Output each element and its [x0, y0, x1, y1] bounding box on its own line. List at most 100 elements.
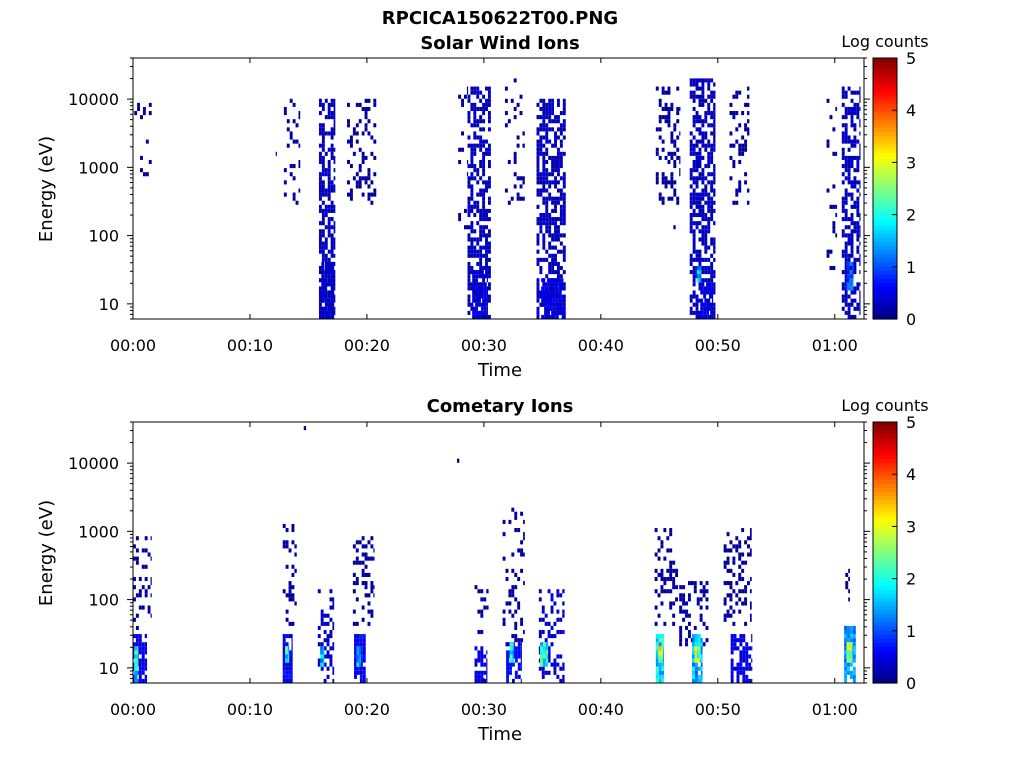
- heatmap-cell: [288, 597, 292, 602]
- heatmap-cell: [332, 646, 335, 651]
- heatmap-cell: [707, 155, 711, 160]
- heatmap-cell: [487, 115, 491, 120]
- heatmap-cell: [679, 168, 681, 173]
- heatmap-cell: [327, 147, 331, 152]
- heatmap-cell: [704, 147, 708, 152]
- heatmap-cell: [480, 670, 484, 675]
- heatmap-cell: [355, 131, 359, 136]
- heatmap-cell: [703, 314, 707, 319]
- heatmap-cell: [467, 164, 471, 169]
- heatmap-cell: [486, 670, 488, 675]
- heatmap-cell: [741, 151, 745, 156]
- heatmap-cell: [706, 282, 710, 287]
- heatmap-cell: [542, 172, 546, 177]
- heatmap-cell: [669, 589, 673, 594]
- heatmap-cell: [480, 662, 484, 667]
- heatmap-cell: [477, 658, 481, 663]
- heatmap-cell: [690, 581, 694, 586]
- heatmap-cell: [470, 270, 474, 275]
- heatmap-cell: [562, 217, 566, 222]
- heatmap-cell: [327, 229, 331, 234]
- heatmap-cell: [707, 217, 711, 222]
- heatmap-cell: [713, 188, 716, 193]
- heatmap-cell: [559, 188, 563, 193]
- heatmap-cell: [679, 172, 681, 177]
- heatmap-cell: [849, 670, 853, 675]
- heatmap-cell: [508, 593, 512, 598]
- heatmap-cell: [536, 314, 540, 319]
- heatmap-cell: [539, 212, 543, 218]
- heatmap-cell: [670, 139, 674, 144]
- heatmap-cell: [705, 605, 709, 610]
- heatmap-cell: [844, 286, 848, 291]
- heatmap-cell: [513, 159, 517, 165]
- heatmap-cell: [536, 139, 540, 144]
- heatmap-cell: [507, 119, 511, 124]
- heatmap-cell: [723, 601, 727, 606]
- heatmap-cell: [841, 86, 845, 91]
- heatmap-cell: [741, 601, 745, 606]
- heatmap-cell: [144, 674, 148, 679]
- heatmap-cell: [486, 589, 489, 594]
- heatmap-cell: [679, 642, 683, 647]
- heatmap-cell: [536, 217, 540, 222]
- heatmap-cell: [536, 278, 540, 283]
- heatmap-cell: [551, 314, 555, 319]
- heatmap-cell: [349, 164, 353, 169]
- heatmap-cell: [542, 176, 546, 181]
- heatmap-cell: [467, 212, 471, 218]
- heatmap-cell: [333, 188, 336, 193]
- heatmap-cell: [354, 662, 357, 667]
- heatmap-cell: [467, 278, 471, 283]
- heatmap-cell: [701, 217, 705, 222]
- colorbar-segment: [873, 446, 897, 452]
- heatmap-cell: [539, 265, 543, 271]
- heatmap-cell: [361, 605, 365, 610]
- heatmap-cell: [707, 192, 711, 197]
- heatmap-cell: [548, 233, 552, 238]
- heatmap-cell: [676, 135, 680, 140]
- heatmap-cell: [318, 159, 322, 165]
- heatmap-cell: [330, 147, 334, 152]
- heatmap-cell: [744, 589, 748, 594]
- heatmap-cell: [699, 589, 703, 594]
- heatmap-cell: [704, 237, 708, 242]
- colorbar-segment: [873, 523, 897, 529]
- heatmap-cell: [287, 650, 290, 655]
- heatmap-cell: [318, 192, 322, 197]
- heatmap-cell: [695, 78, 699, 83]
- heatmap-cell: [859, 106, 861, 112]
- heatmap-cell: [844, 127, 848, 132]
- heatmap-cell: [850, 314, 854, 319]
- heatmap-cell: [713, 176, 716, 181]
- heatmap-cell: [559, 131, 563, 136]
- colorbar-segment: [873, 66, 897, 71]
- heatmap-cell: [138, 670, 142, 675]
- heatmap-cell: [476, 249, 480, 254]
- heatmap-cell: [732, 164, 736, 169]
- colorbar-segment: [873, 617, 897, 623]
- heatmap-cell: [541, 298, 545, 303]
- heatmap-cell: [356, 654, 360, 659]
- heatmap-cell: [482, 188, 486, 193]
- heatmap-cell: [695, 196, 699, 201]
- heatmap-cell: [542, 646, 546, 651]
- heatmap-cell: [679, 605, 683, 610]
- heatmap-cell: [547, 282, 550, 287]
- heatmap-cell: [556, 674, 560, 679]
- heatmap-cell: [358, 168, 362, 173]
- heatmap-cell: [321, 261, 325, 266]
- heatmap-cell: [137, 106, 141, 112]
- heatmap-cell: [324, 131, 328, 136]
- heatmap-cell: [735, 90, 739, 95]
- heatmap-cell: [547, 294, 550, 299]
- heatmap-cell: [517, 601, 521, 606]
- heatmap-cell: [318, 127, 322, 132]
- heatmap-cell: [695, 212, 699, 218]
- heatmap-cell: [508, 601, 512, 606]
- heatmap-cell: [673, 188, 677, 193]
- heatmap-cell: [730, 678, 734, 683]
- heatmap-cell: [832, 151, 836, 156]
- heatmap-cell: [473, 151, 477, 156]
- heatmap-cell: [554, 168, 557, 173]
